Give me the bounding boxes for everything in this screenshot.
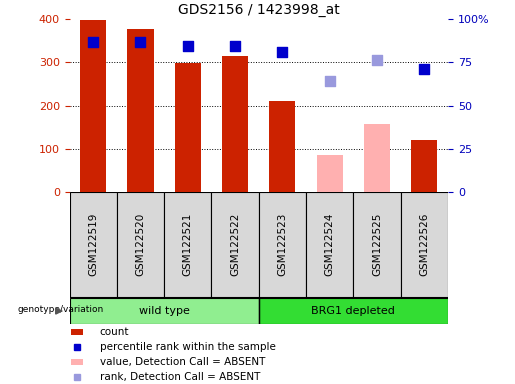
Text: count: count <box>100 327 129 337</box>
FancyBboxPatch shape <box>259 192 306 298</box>
Point <box>231 43 239 49</box>
Point <box>278 50 286 56</box>
Text: value, Detection Call = ABSENT: value, Detection Call = ABSENT <box>100 357 265 367</box>
Point <box>136 39 145 45</box>
FancyBboxPatch shape <box>164 192 212 298</box>
Bar <box>70 298 259 324</box>
Bar <box>222 56 248 192</box>
Text: GSM122520: GSM122520 <box>135 213 146 276</box>
Point <box>373 57 381 63</box>
FancyBboxPatch shape <box>353 192 401 298</box>
Bar <box>259 298 448 324</box>
Text: rank, Detection Call = ABSENT: rank, Detection Call = ABSENT <box>100 372 260 382</box>
Text: GSM122524: GSM122524 <box>325 213 335 276</box>
Bar <box>72 359 83 365</box>
FancyBboxPatch shape <box>70 192 117 298</box>
Text: GSM122521: GSM122521 <box>183 213 193 276</box>
Bar <box>72 329 83 335</box>
FancyBboxPatch shape <box>117 192 164 298</box>
Text: wild type: wild type <box>139 306 190 316</box>
Bar <box>364 124 390 192</box>
FancyBboxPatch shape <box>401 192 448 298</box>
Bar <box>80 20 106 192</box>
Text: GSM122525: GSM122525 <box>372 213 382 276</box>
FancyBboxPatch shape <box>212 192 259 298</box>
Bar <box>128 29 153 192</box>
Text: GSM122519: GSM122519 <box>88 213 98 276</box>
Bar <box>411 140 437 192</box>
Point <box>89 39 97 45</box>
Point <box>325 78 334 84</box>
Text: genotype/variation: genotype/variation <box>18 305 104 314</box>
Point <box>184 43 192 49</box>
Point <box>420 66 428 72</box>
Text: BRG1 depleted: BRG1 depleted <box>312 306 396 316</box>
Text: GSM122523: GSM122523 <box>278 213 287 276</box>
Text: percentile rank within the sample: percentile rank within the sample <box>100 342 276 352</box>
FancyBboxPatch shape <box>306 192 353 298</box>
Title: GDS2156 / 1423998_at: GDS2156 / 1423998_at <box>178 3 340 17</box>
Text: GSM122526: GSM122526 <box>419 213 430 276</box>
Bar <box>317 155 343 192</box>
Text: GSM122522: GSM122522 <box>230 213 240 276</box>
Bar <box>269 101 296 192</box>
Bar <box>175 63 201 192</box>
